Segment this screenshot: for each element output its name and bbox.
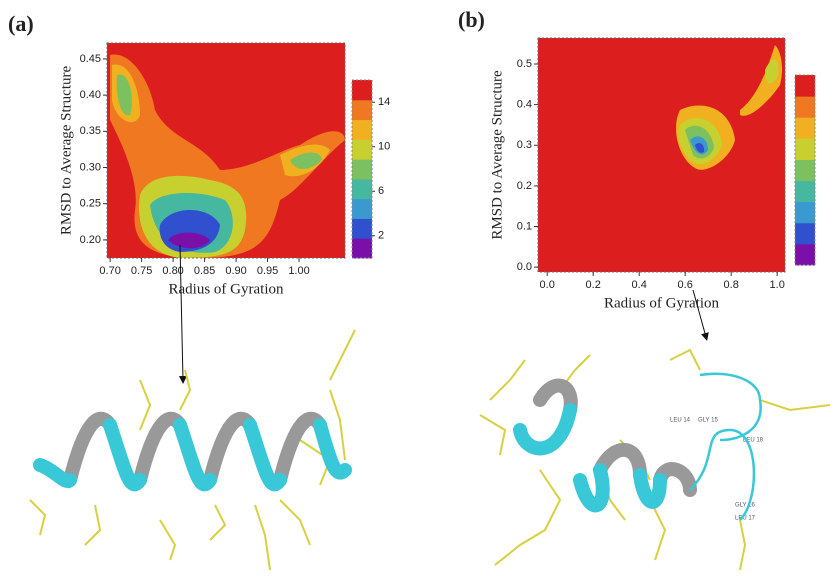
y-tick-label: 0.35	[80, 125, 101, 137]
colorbar-step	[352, 199, 372, 219]
residue-label: LEU 14	[670, 418, 691, 424]
y-axis-label: RMSD to Average Structure	[58, 66, 74, 236]
y-axis-label: RMSD to Average Structure	[489, 70, 505, 240]
x-tick-label: 0.85	[194, 265, 215, 277]
plot-background	[538, 38, 785, 272]
colorbar-tick-label: 10	[378, 141, 390, 153]
x-tick-label: 0.0	[540, 279, 555, 291]
x-tick-label: 0.6	[678, 279, 693, 291]
x-tick-label: 0.75	[131, 265, 152, 277]
residue-label: LEU 17	[735, 516, 756, 522]
colorbar-step	[795, 75, 815, 97]
y-tick-label: 0.20	[80, 234, 101, 246]
residue-label: GLY 16	[735, 503, 755, 509]
colorbar-step	[352, 218, 372, 238]
x-tick-label: 1.0	[770, 279, 785, 291]
x-tick-label: 1.00	[288, 265, 309, 277]
colorbar-step	[352, 238, 372, 258]
y-tick-label: 0.4	[517, 99, 532, 111]
structure-a	[30, 330, 355, 570]
colorbar-step	[795, 138, 815, 160]
x-tick-label: 0.95	[257, 265, 278, 277]
x-axis-label: Radius of Gyration	[169, 281, 284, 297]
colorbar-step	[795, 96, 815, 118]
y-tick-label: 0.3	[517, 139, 532, 151]
colorbar-step	[795, 223, 815, 245]
colorbar-step	[795, 202, 815, 224]
colorbar-step	[795, 159, 815, 181]
x-axis-label: Radius of Gyration	[604, 295, 719, 311]
colorbar-tick-label: 14	[378, 96, 390, 108]
x-tick-label: 0.8	[724, 279, 739, 291]
residue-label: GLY 15	[698, 418, 718, 424]
colorbar-tick-label: 6	[378, 185, 384, 197]
colorbar-step	[352, 120, 372, 140]
colorbar-step	[352, 159, 372, 179]
y-tick-label: 0.30	[80, 161, 101, 173]
panel-label: (a)	[8, 11, 34, 36]
y-tick-label: 0.5	[517, 58, 532, 70]
x-tick-label: 0.70	[99, 265, 120, 277]
colorbar-step	[795, 181, 815, 203]
panel-label: (b)	[458, 7, 485, 32]
y-tick-label: 0.25	[80, 198, 101, 210]
colorbar-step	[795, 244, 815, 266]
x-tick-label: 0.90	[225, 265, 246, 277]
colorbar-step	[795, 117, 815, 139]
x-tick-label: 0.4	[632, 279, 647, 291]
structure-b	[480, 350, 830, 570]
y-tick-label: 0.2	[517, 180, 532, 192]
x-tick-label: 0.2	[586, 279, 601, 291]
y-tick-label: 0.1	[517, 220, 532, 232]
colorbar-step	[352, 139, 372, 159]
colorbar-tick-label: 2	[378, 230, 384, 242]
y-tick-label: 0.45	[80, 53, 101, 65]
colorbar-step	[352, 179, 372, 199]
y-tick-label: 0.40	[80, 89, 101, 101]
colorbar-step	[352, 100, 372, 120]
figure: (a)0.700.750.800.850.900.951.000.200.250…	[0, 0, 839, 580]
y-tick-label: 0.0	[517, 261, 532, 273]
colorbar-step	[352, 80, 372, 100]
